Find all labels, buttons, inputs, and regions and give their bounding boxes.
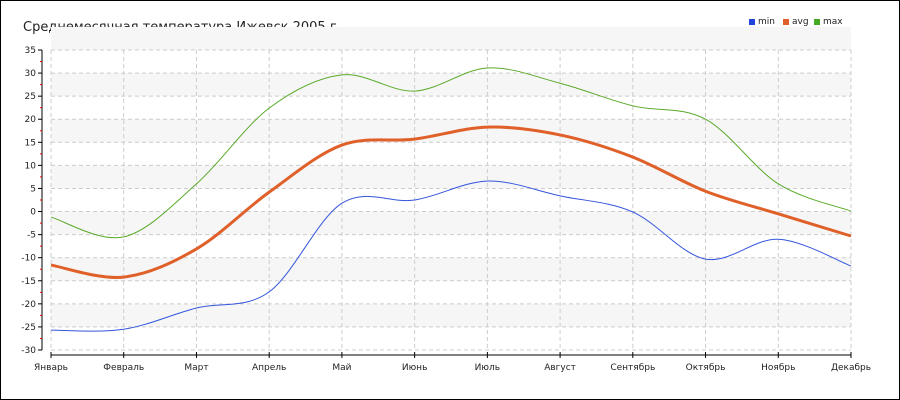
legend-swatch-avg (783, 19, 789, 25)
x-tick-label: Май (332, 363, 351, 373)
x-tick-label: Март (184, 363, 208, 373)
legend-label-avg: avg (792, 17, 809, 27)
x-tick-label: Июнь (402, 363, 428, 373)
y-tick-label: 20 (25, 115, 37, 125)
legend-label-max: max (823, 17, 843, 27)
grid-band (51, 165, 851, 189)
legend-label-min: min (758, 17, 775, 27)
y-tick-label: 30 (25, 69, 37, 79)
x-tick-label: Апрель (252, 363, 286, 373)
legend-avg: avg (783, 17, 809, 27)
y-tick-label: -15 (21, 277, 36, 287)
y-tick-label: 15 (25, 138, 36, 148)
x-tick-label: Октябрь (686, 363, 726, 373)
series-line-max (50, 67, 852, 239)
legend-max: max (814, 17, 843, 27)
x-tick-label: Январь (34, 363, 68, 373)
y-tick-label: -5 (27, 231, 36, 241)
series-line-avg (50, 125, 852, 279)
x-tick-label: Сентябрь (610, 363, 655, 373)
legend-swatch-min (749, 19, 755, 25)
grid-band (51, 257, 851, 281)
grid-band (51, 26, 851, 50)
grid-band (51, 303, 851, 327)
y-tick-label: 10 (25, 161, 37, 171)
y-tick-label: 35 (25, 46, 36, 56)
x-tick-label: Июль (475, 363, 500, 373)
grid-band (51, 73, 851, 97)
x-tick-label: Декабрь (831, 363, 871, 373)
y-tick-label: -10 (21, 254, 36, 264)
x-tick-label: Февраль (103, 363, 144, 373)
y-tick-label: -25 (21, 323, 36, 333)
y-tick-label: 25 (25, 92, 36, 102)
x-tick-label: Ноябрь (761, 363, 795, 373)
series-line-min (50, 180, 852, 332)
y-tick-label: 5 (30, 184, 36, 194)
x-tick-label: Август (544, 363, 576, 373)
legend-min: min (749, 17, 775, 27)
y-tick-label: 0 (30, 208, 36, 218)
y-tick-label: -30 (21, 346, 36, 356)
grid-band (51, 211, 851, 235)
legend-swatch-max (814, 19, 820, 25)
y-tick-label: -20 (21, 300, 36, 310)
